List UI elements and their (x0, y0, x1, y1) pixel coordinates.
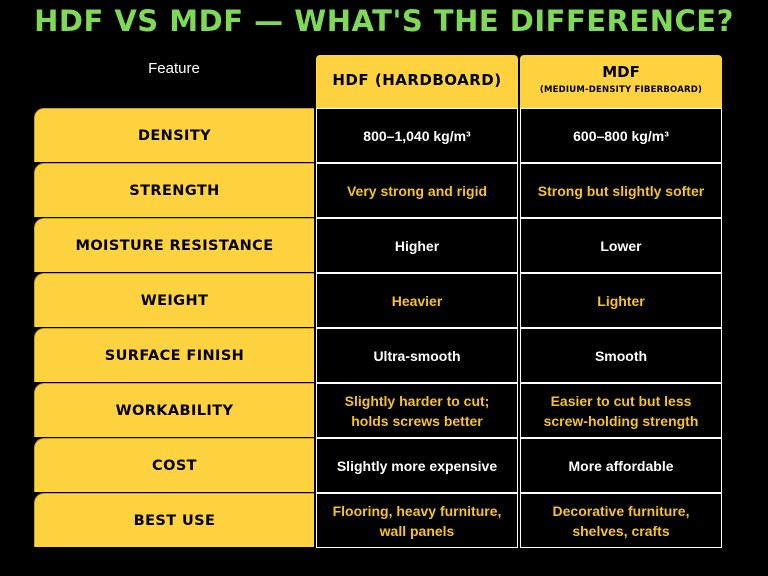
hdf-cell: Very strong and rigid (316, 163, 518, 218)
mdf-header-label: MDF (602, 63, 640, 81)
mdf-header-sublabel: (MEDIUM-DENSITY FIBERBOARD) (539, 85, 703, 95)
feature-cell: WEIGHT (34, 273, 314, 327)
mdf-cell: More affordable (520, 438, 722, 493)
hdf-cell: Slightly more expensive (316, 438, 518, 493)
hdf-cell: Ultra-smooth (316, 328, 518, 383)
feature-cell: WORKABILITY (34, 383, 314, 437)
feature-cell: MOISTURE RESISTANCE (34, 218, 314, 272)
hdf-header-label: HDF (HARDBOARD) (332, 71, 502, 89)
comparison-table: DENSITY 800–1,040 kg/m³ 600–800 kg/m³ ST… (34, 108, 722, 566)
feature-cell: DENSITY (34, 108, 314, 162)
hdf-cell: 800–1,040 kg/m³ (316, 108, 518, 163)
table-row: SURFACE FINISH Ultra-smooth Smooth (34, 328, 722, 383)
feature-column-header: Feature (148, 60, 200, 77)
mdf-cell: Smooth (520, 328, 722, 383)
page-title: HDF VS MDF — WHAT'S THE DIFFERENCE? (34, 4, 734, 38)
table-row: COST Slightly more expensive More afford… (34, 438, 722, 493)
table-row: WORKABILITY Slightly harder to cut; hold… (34, 383, 722, 438)
feature-cell: SURFACE FINISH (34, 328, 314, 382)
table-row: DENSITY 800–1,040 kg/m³ 600–800 kg/m³ (34, 108, 722, 163)
mdf-cell: Lower (520, 218, 722, 273)
feature-cell: STRENGTH (34, 163, 314, 217)
table-row: MOISTURE RESISTANCE Higher Lower (34, 218, 722, 273)
mdf-cell: Decorative furniture, shelves, crafts (520, 493, 722, 548)
mdf-cell: Strong but slightly softer (520, 163, 722, 218)
table-row: WEIGHT Heavier Lighter (34, 273, 722, 328)
mdf-cell: 600–800 kg/m³ (520, 108, 722, 163)
table-row: BEST USE Flooring, heavy furniture, wall… (34, 493, 722, 548)
feature-cell: COST (34, 438, 314, 492)
hdf-cell: Heavier (316, 273, 518, 328)
hdf-cell: Slightly harder to cut; holds screws bet… (316, 383, 518, 438)
mdf-cell: Easier to cut but less screw-holding str… (520, 383, 722, 438)
feature-cell: BEST USE (34, 493, 314, 547)
mdf-cell: Lighter (520, 273, 722, 328)
hdf-cell: Higher (316, 218, 518, 273)
hdf-cell: Flooring, heavy furniture, wall panels (316, 493, 518, 548)
hdf-column-header: HDF (HARDBOARD) (316, 55, 518, 108)
mdf-column-header: MDF (MEDIUM-DENSITY FIBERBOARD) (520, 55, 722, 108)
table-row: STRENGTH Very strong and rigid Strong bu… (34, 163, 722, 218)
